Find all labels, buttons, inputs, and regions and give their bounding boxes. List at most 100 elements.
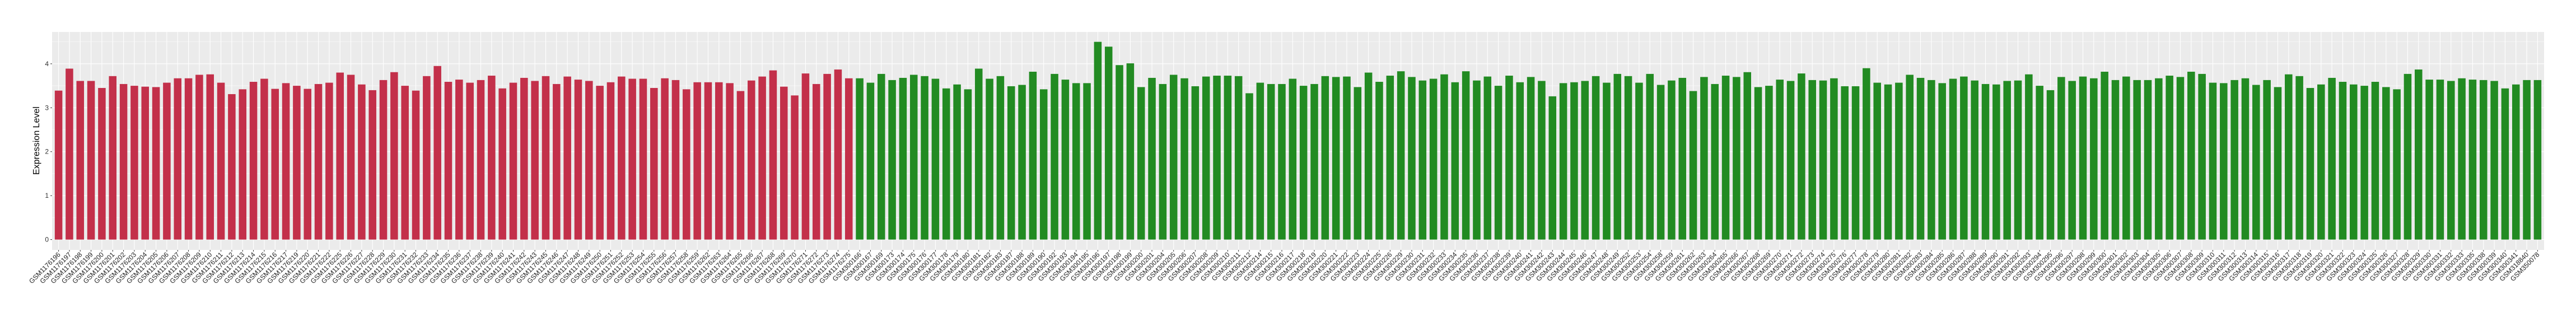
bar: [1646, 73, 1654, 240]
bar: [2533, 80, 2542, 240]
bar: [1051, 73, 1058, 240]
bar: [347, 75, 355, 240]
bar: [260, 78, 268, 240]
bar: [2036, 86, 2043, 240]
bar: [174, 78, 182, 240]
bar: [98, 87, 106, 240]
bar: [423, 76, 431, 240]
bar: [748, 80, 755, 240]
bar: [1202, 76, 1210, 240]
bar: [1180, 78, 1188, 240]
bar: [1094, 41, 1102, 240]
bar: [1169, 75, 1178, 240]
bar: [1960, 76, 1968, 240]
bar: [986, 78, 993, 240]
bar: [2490, 81, 2498, 240]
bar: [2350, 84, 2358, 240]
bars: [54, 41, 2542, 240]
bar: [282, 83, 290, 240]
bar: [325, 82, 333, 240]
bar: [66, 68, 73, 240]
bar: [606, 82, 615, 240]
bar: [791, 95, 799, 240]
bar: [1364, 72, 1373, 240]
y-tick-label: 4: [45, 60, 49, 68]
bar: [1018, 85, 1026, 240]
bar: [574, 80, 582, 240]
bar: [1743, 72, 1752, 240]
bar: [1733, 77, 1740, 240]
bar: [1224, 76, 1232, 240]
bar: [271, 89, 279, 240]
bar: [2436, 80, 2444, 240]
y-tick-label: 0: [45, 236, 49, 244]
y-tick-label: 1: [45, 192, 49, 199]
bar: [661, 78, 669, 240]
bar: [1678, 77, 1687, 240]
bar: [2360, 86, 2368, 240]
bar: [650, 87, 658, 240]
bar: [780, 86, 788, 240]
bar: [2328, 77, 2336, 240]
bar: [1256, 82, 1264, 240]
bar: [1700, 77, 1708, 240]
bar: [1895, 82, 1903, 240]
bar: [379, 80, 388, 240]
bar: [1029, 71, 1037, 240]
bar: [1798, 73, 1805, 240]
bar: [1451, 82, 1459, 240]
bar: [2079, 76, 2087, 240]
bar: [1884, 84, 1892, 240]
bar: [1776, 80, 1784, 240]
bar: [542, 76, 550, 240]
bar: [2501, 88, 2509, 240]
bar: [942, 88, 950, 240]
bar: [1711, 83, 1719, 240]
bar: [477, 80, 485, 240]
bar: [1440, 74, 1448, 240]
bar: [1668, 80, 1676, 240]
bar: [563, 76, 571, 240]
bar: [1137, 87, 1145, 240]
bar: [304, 89, 311, 240]
bar: [683, 89, 690, 240]
bar: [1516, 82, 1524, 240]
bar: [2014, 80, 2022, 240]
bar: [2003, 81, 2011, 240]
bar: [1061, 80, 1070, 240]
bar: [2458, 78, 2466, 240]
bar: [1656, 85, 1665, 240]
bar: [1375, 82, 1383, 240]
bar: [1624, 76, 1632, 240]
bar: [813, 83, 820, 240]
bar: [184, 78, 193, 240]
bar: [1278, 83, 1286, 240]
bar: [1039, 89, 1048, 240]
bar: [130, 86, 138, 240]
y-tick-label: 3: [45, 104, 49, 112]
bar: [2230, 80, 2238, 240]
bar: [109, 76, 117, 240]
bar: [1851, 86, 1860, 240]
bar: [2339, 82, 2347, 240]
bar: [1527, 77, 1535, 240]
bar: [2512, 84, 2520, 240]
bar: [1462, 71, 1470, 240]
y-axis-title: Expression Level: [32, 106, 41, 175]
bar: [1310, 83, 1318, 240]
bar: [1841, 86, 1849, 240]
bar: [596, 86, 604, 240]
bar: [1863, 68, 1870, 240]
bar: [1126, 63, 1135, 240]
bar: [1916, 77, 1925, 240]
bar: [531, 81, 539, 240]
bar: [1819, 80, 1827, 240]
bar: [239, 89, 246, 240]
bar: [931, 78, 940, 240]
bar: [2317, 84, 2325, 240]
bar: [2090, 78, 2098, 240]
bar: [314, 83, 323, 240]
bar: [715, 82, 723, 240]
bar: [1754, 87, 1762, 240]
